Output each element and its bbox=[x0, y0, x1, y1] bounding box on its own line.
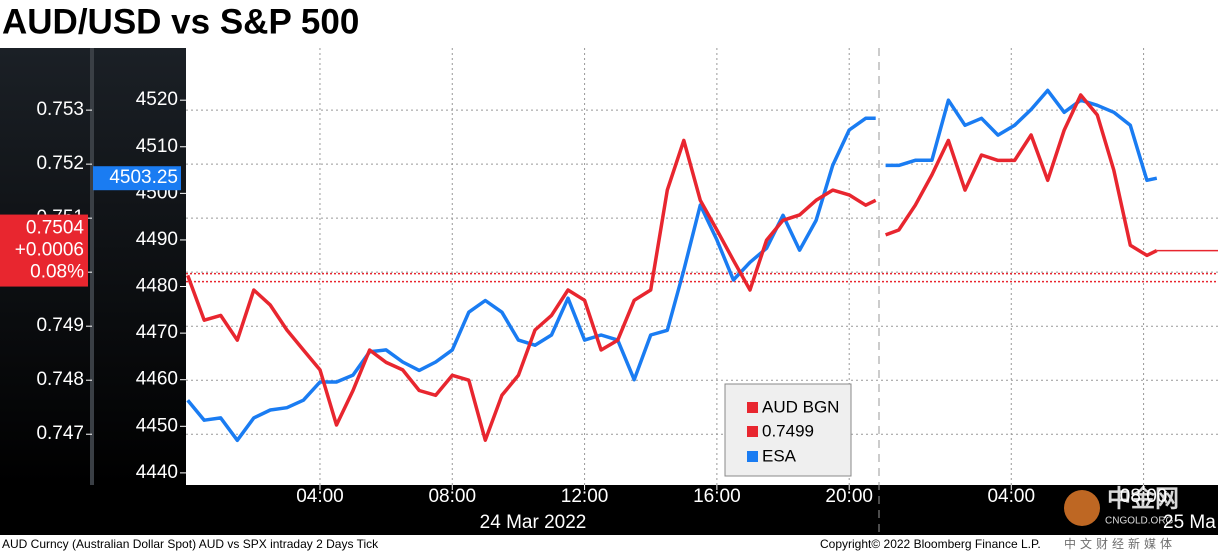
watermark-site: CNGOLD.ORG bbox=[1105, 516, 1174, 527]
y-tick-label: 4470 bbox=[136, 322, 178, 343]
watermark-text: 中金网 bbox=[1107, 484, 1179, 512]
series-line bbox=[186, 93, 1158, 442]
x-tick-label: 08:00 bbox=[428, 486, 476, 507]
grid bbox=[186, 48, 1218, 485]
copyright: Copyright© 2022 Bloomberg Finance L.P. bbox=[820, 537, 1041, 551]
last-value-box bbox=[93, 166, 181, 191]
series-line bbox=[186, 88, 1158, 443]
axis-divider bbox=[90, 48, 94, 485]
x-tick-label: 16:00 bbox=[693, 486, 741, 507]
y-tick-label: 4520 bbox=[136, 89, 178, 110]
x-tick-label: 04:00 bbox=[296, 486, 344, 507]
change-pct-label: 0.08% bbox=[30, 262, 84, 283]
y2-tick-label: 0.749 bbox=[36, 315, 84, 336]
y-tick-label: 4490 bbox=[136, 229, 178, 250]
last-value-label: 0.7504 bbox=[26, 218, 85, 239]
chart-title: AUD/USD vs S&P 500 bbox=[2, 2, 359, 41]
legend-label: 0.7499 bbox=[762, 421, 814, 440]
x-tick-label: 04:00 bbox=[987, 486, 1035, 507]
y2-tick-label: 0.752 bbox=[36, 153, 84, 174]
date-label: 24 Mar 2022 bbox=[480, 512, 587, 533]
legend-box bbox=[724, 383, 852, 477]
y-tick-label: 4510 bbox=[136, 136, 178, 157]
y2-tick-label: 0.747 bbox=[36, 423, 84, 444]
y-tick-label: 4480 bbox=[136, 276, 178, 297]
x-axis-panel bbox=[0, 485, 1218, 535]
legend: AUD BGN 0.7499 ESA bbox=[724, 383, 852, 477]
legend-swatch bbox=[747, 402, 758, 413]
last-value-box bbox=[0, 214, 88, 287]
footer: AUD Curncy (Australian Dollar Spot) AUD … bbox=[2, 537, 379, 551]
y-tick-label: 4460 bbox=[136, 369, 178, 390]
legend-label: AUD BGN bbox=[762, 397, 839, 416]
watermark: 中金网 CNGOLD.ORG 中文财经新媒体 bbox=[1064, 484, 1179, 551]
legend-swatch bbox=[747, 451, 758, 462]
watermark-logo bbox=[1064, 490, 1100, 526]
legend-swatch bbox=[747, 426, 758, 437]
y2-tick-label: 0.748 bbox=[36, 369, 84, 390]
y-tick-label: 4440 bbox=[136, 462, 178, 483]
x-tick-label: 08:00 bbox=[1120, 486, 1168, 507]
last-value-label: 4503.25 bbox=[109, 167, 178, 188]
plot-area bbox=[186, 88, 1218, 443]
x-tick-label: 20:00 bbox=[825, 486, 873, 507]
y-tick-label: 4450 bbox=[136, 415, 178, 436]
date-label: 25 Ma bbox=[1163, 512, 1216, 533]
watermark-tagline: 中文财经新媒体 bbox=[1064, 536, 1176, 551]
y2-tick-label: 0.753 bbox=[36, 99, 84, 120]
x-tick-label: 12:00 bbox=[561, 486, 609, 507]
legend-label: ESA bbox=[762, 446, 797, 465]
change-label: +0.0006 bbox=[15, 240, 84, 261]
axes: 04:00 08:00 12:00 16:00 20:00 04:00 08:00 0.747… bbox=[0, 89, 1167, 507]
